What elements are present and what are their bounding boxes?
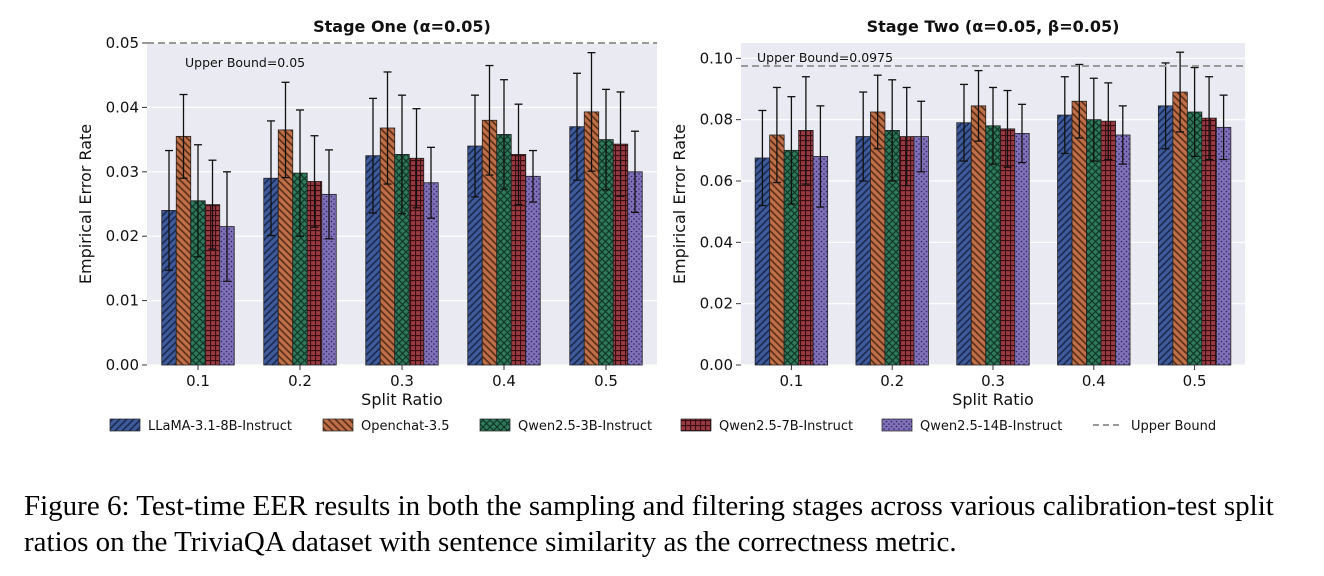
legend-swatch xyxy=(680,418,712,432)
y-tick-label: 0.10 xyxy=(700,49,733,67)
legend-label: Upper Bound xyxy=(1131,419,1216,434)
bar xyxy=(870,111,886,366)
y-tick-label: 0.04 xyxy=(106,98,139,116)
y-tick-label: 0.00 xyxy=(106,356,139,374)
y-tick-label: 0.02 xyxy=(700,295,733,313)
legend-swatch xyxy=(881,418,913,432)
y-tick-label: 0.06 xyxy=(700,172,733,190)
x-tick-label: 0.2 xyxy=(288,372,312,390)
bar xyxy=(1215,126,1232,366)
x-tick-label: 0.1 xyxy=(779,372,803,390)
figure-caption: Figure 6: Test-time EER results in both … xyxy=(24,490,1274,558)
x-tick-label: 0.5 xyxy=(1183,372,1207,390)
x-tick-label: 0.5 xyxy=(594,372,618,390)
y-tick-label: 0.05 xyxy=(106,34,139,52)
y-tick-label: 0.02 xyxy=(106,227,139,245)
x-tick-label: 0.1 xyxy=(186,372,210,390)
bar xyxy=(970,105,987,366)
y-tick-label: 0.03 xyxy=(106,163,139,181)
bar xyxy=(1115,134,1131,366)
x-axis-label: Split Ratio xyxy=(952,390,1034,409)
legend-swatch xyxy=(109,418,141,432)
bar xyxy=(1172,91,1188,366)
stage-one-chart: 0.00 0.01 0.02 0.03 0.04 0.05 0.1 0.2 0.3 0.4 0.5 U… xyxy=(76,17,657,409)
y-tick-label: 0.04 xyxy=(700,233,733,251)
legend: LLaMA-3.1-8B-Instruct Openchat-3.5 Qwen2.5… xyxy=(109,418,1216,434)
y-axis-label: Empirical Error Rate xyxy=(670,124,689,284)
upper-bound-label: Upper Bound=0.05 xyxy=(185,55,305,70)
y-tick-label: 0.00 xyxy=(700,356,733,374)
upper-bound-label: Upper Bound=0.0975 xyxy=(757,50,893,65)
x-axis-label: Split Ratio xyxy=(361,390,443,409)
legend-swatch xyxy=(322,418,354,432)
y-tick-label: 0.01 xyxy=(106,292,139,310)
x-tick-label: 0.2 xyxy=(880,372,904,390)
legend-label: Qwen2.5-3B-Instruct xyxy=(518,419,652,434)
legend-label: Openchat-3.5 xyxy=(361,419,450,434)
legend-swatch xyxy=(479,418,511,432)
legend-label: LLaMA-3.1-8B-Instruct xyxy=(148,419,292,434)
x-tick-label: 0.3 xyxy=(390,372,414,390)
y-axis-label: Empirical Error Rate xyxy=(76,124,95,284)
bar xyxy=(525,175,541,366)
chart-title: Stage Two (α=0.05, β=0.05) xyxy=(867,17,1120,36)
bar xyxy=(1071,100,1087,366)
chart-title: Stage One (α=0.05) xyxy=(313,17,491,36)
bar xyxy=(1014,133,1030,366)
legend-label: Qwen2.5-14B-Instruct xyxy=(920,419,1062,434)
x-tick-label: 0.4 xyxy=(492,372,516,390)
legend-label: Qwen2.5-7B-Instruct xyxy=(719,419,853,434)
stage-two-chart: 0.00 0.02 0.04 0.06 0.08 0.10 0.1 0.2 0.3 0.4 0.5 U… xyxy=(670,17,1245,409)
x-tick-label: 0.3 xyxy=(981,372,1005,390)
x-tick-label: 0.4 xyxy=(1082,372,1106,390)
y-tick-label: 0.08 xyxy=(700,111,733,129)
